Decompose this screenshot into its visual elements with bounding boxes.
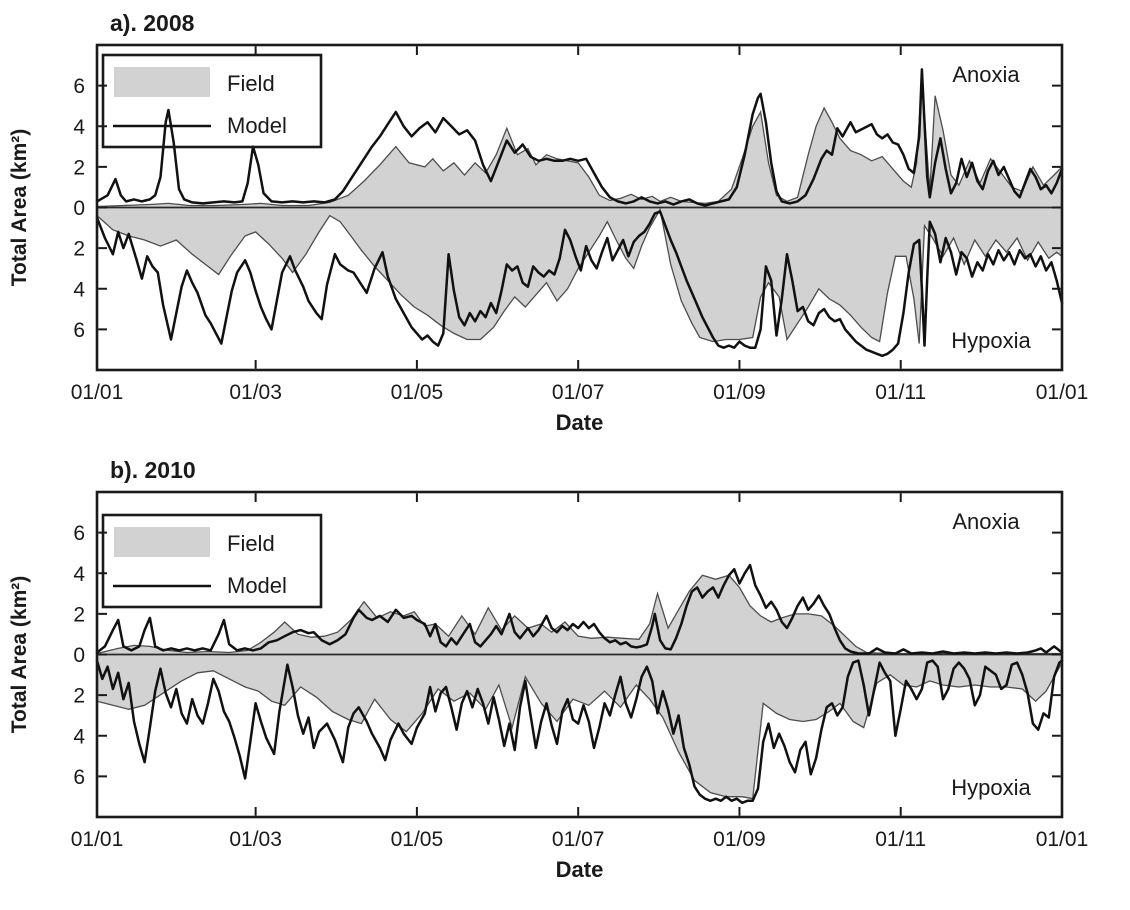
y-axis-label: Total Area (km²) bbox=[8, 129, 31, 287]
legend-field-label: Field bbox=[227, 531, 275, 556]
y-tick-label: 2 bbox=[73, 685, 85, 708]
x-tick-label: 01/03 bbox=[229, 381, 282, 404]
y-tick-label: 4 bbox=[73, 116, 85, 139]
x-tick-label: 01/11 bbox=[875, 828, 926, 851]
hypoxia-region-label: Hypoxia bbox=[951, 775, 1031, 800]
legend-field-swatch bbox=[114, 527, 210, 557]
panel-b: 6 4 2 0 2 4 6 01/01 01/03 01/05 01/07 01/09 01/11 01/… bbox=[8, 457, 1088, 882]
y-tick-label: 4 bbox=[73, 725, 85, 748]
hypoxia-region-label: Hypoxia bbox=[951, 328, 1031, 353]
legend: Field Model bbox=[101, 53, 323, 149]
y-axis-label: Total Area (km²) bbox=[8, 576, 31, 734]
x-tick-label: 01/03 bbox=[229, 828, 282, 851]
model-anoxia-line bbox=[95, 563, 1064, 655]
x-tick-label: 01/05 bbox=[391, 828, 444, 851]
legend-box bbox=[101, 513, 323, 609]
plot-border bbox=[95, 43, 1064, 372]
model-anoxia-line bbox=[95, 68, 1064, 207]
field-area bbox=[97, 575, 1062, 799]
y-tick-label: 0 bbox=[73, 197, 85, 220]
y-tick-label: 0 bbox=[73, 644, 85, 667]
x-tick-label: 01/01 bbox=[1036, 828, 1089, 851]
field-upper-boundary-line bbox=[96, 79, 1063, 208]
legend-field-swatch bbox=[114, 67, 210, 97]
model-hypoxia-line bbox=[95, 659, 1064, 805]
panel-title: a). 2008 bbox=[110, 10, 195, 36]
x-axis-label: Date bbox=[556, 410, 604, 435]
x-tick-label: 01/05 bbox=[391, 381, 444, 404]
y-tick-label: 6 bbox=[73, 75, 85, 98]
x-tick-label: 01/01 bbox=[71, 828, 124, 851]
x-tick-label: 01/07 bbox=[552, 828, 605, 851]
legend: Field Model bbox=[101, 513, 323, 609]
panel-a: 6 4 2 0 2 4 6 01/01 01/03 01/05 01/07 01/09 01/11 01/… bbox=[8, 10, 1088, 435]
field-lower-boundary-line bbox=[96, 662, 1063, 800]
y-tick-label: 4 bbox=[73, 278, 85, 301]
anoxia-region-label: Anoxia bbox=[952, 509, 1020, 534]
legend-box bbox=[101, 53, 323, 149]
x-tick-label: 01/11 bbox=[875, 381, 926, 404]
anoxia-region-label: Anoxia bbox=[952, 62, 1020, 87]
field-lower-boundary-line bbox=[96, 207, 1063, 344]
y-tick-label: 2 bbox=[73, 603, 85, 626]
x-tick-label: 01/01 bbox=[1036, 381, 1089, 404]
model-hypoxia-line bbox=[95, 210, 1064, 358]
plot-border bbox=[95, 490, 1064, 819]
legend-model-label: Model bbox=[227, 113, 287, 138]
legend-model-label: Model bbox=[227, 573, 287, 598]
legend-field-label: Field bbox=[227, 71, 275, 96]
x-axis-label: Date bbox=[556, 857, 604, 882]
x-tick-label: 01/01 bbox=[71, 381, 124, 404]
y-tick-label: 6 bbox=[73, 522, 85, 545]
y-tick-label: 2 bbox=[73, 238, 85, 261]
y-tick-label: 4 bbox=[73, 563, 85, 586]
x-tick-label: 01/09 bbox=[713, 828, 766, 851]
panel-title: b). 2010 bbox=[110, 457, 196, 483]
y-tick-label: 6 bbox=[73, 766, 85, 789]
x-tick-label: 01/07 bbox=[552, 381, 605, 404]
field-area bbox=[97, 79, 1062, 344]
y-tick-label: 6 bbox=[73, 319, 85, 342]
y-tick-label: 2 bbox=[73, 156, 85, 179]
x-tick-label: 01/09 bbox=[713, 381, 766, 404]
